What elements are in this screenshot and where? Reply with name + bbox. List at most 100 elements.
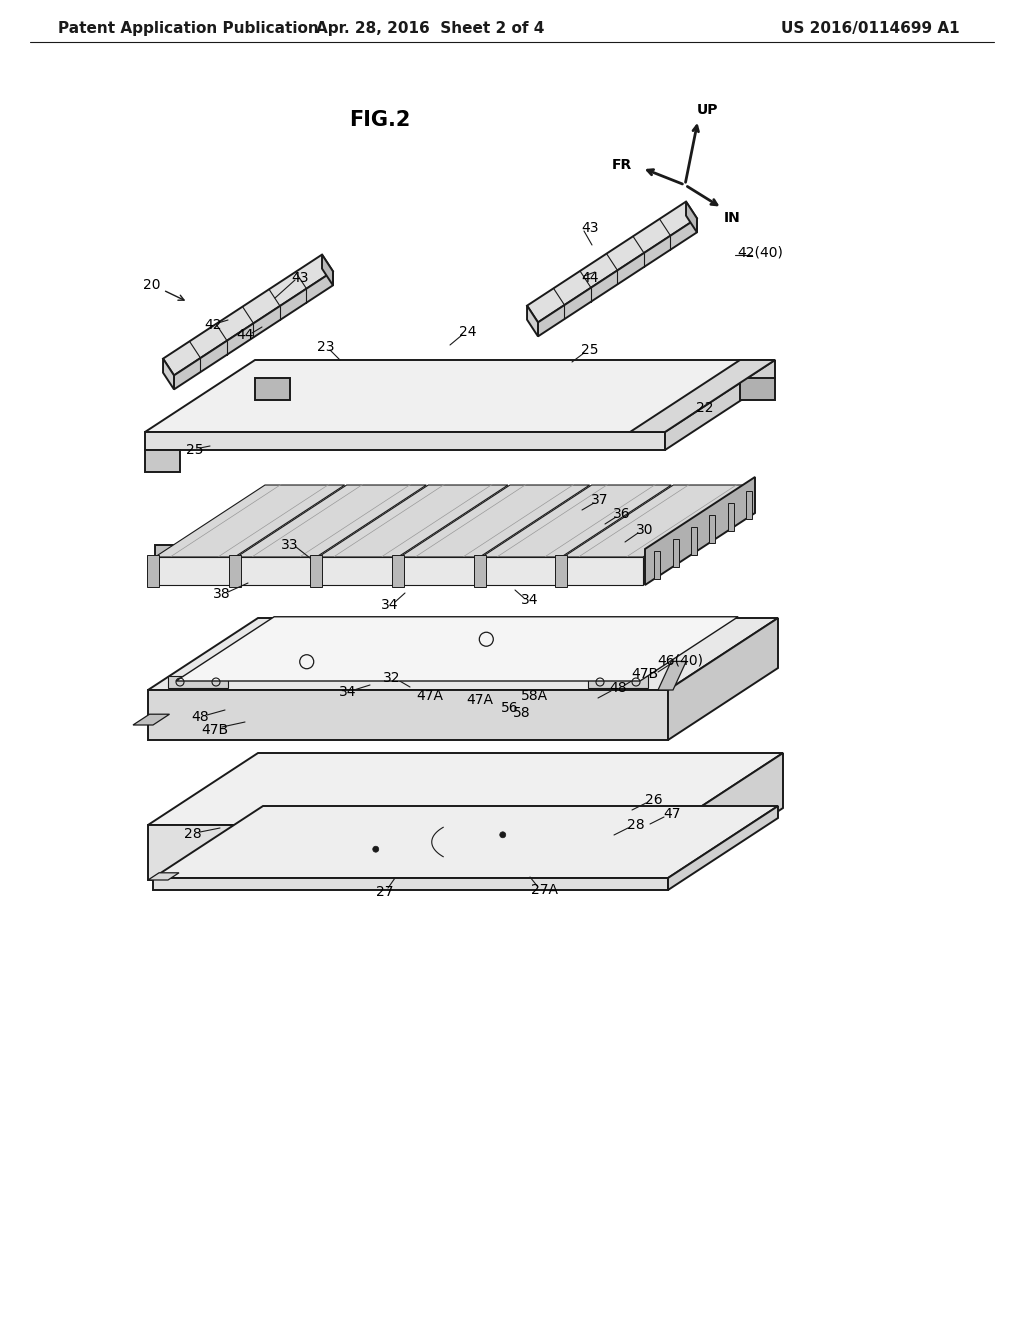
Text: FR: FR <box>612 158 632 172</box>
Polygon shape <box>163 359 174 389</box>
Polygon shape <box>563 557 643 585</box>
Polygon shape <box>392 554 404 587</box>
Text: 42(40): 42(40) <box>737 246 783 259</box>
Text: 28: 28 <box>184 828 202 841</box>
Polygon shape <box>400 557 479 585</box>
Polygon shape <box>400 484 590 557</box>
Text: 47: 47 <box>664 807 681 821</box>
Text: 33: 33 <box>282 539 299 552</box>
Polygon shape <box>148 618 778 690</box>
Polygon shape <box>160 558 217 583</box>
Polygon shape <box>148 873 179 880</box>
Polygon shape <box>148 690 668 741</box>
Polygon shape <box>527 306 538 337</box>
Polygon shape <box>431 640 528 652</box>
Text: 30: 30 <box>636 523 653 537</box>
Text: 27: 27 <box>376 884 394 899</box>
Polygon shape <box>668 807 778 890</box>
Polygon shape <box>322 255 333 285</box>
Polygon shape <box>145 450 180 473</box>
Text: 37: 37 <box>591 492 608 507</box>
Text: 56: 56 <box>501 701 519 715</box>
Text: 47A: 47A <box>417 689 443 704</box>
Polygon shape <box>745 491 752 519</box>
Polygon shape <box>727 503 733 531</box>
Polygon shape <box>145 432 665 450</box>
Text: 44: 44 <box>582 271 599 285</box>
Text: 47A: 47A <box>467 693 494 708</box>
Polygon shape <box>228 554 241 587</box>
Polygon shape <box>630 360 775 432</box>
Text: 38: 38 <box>213 587 230 601</box>
Text: 26: 26 <box>645 793 663 807</box>
Text: FIG.2: FIG.2 <box>349 110 411 129</box>
Text: 25: 25 <box>582 343 599 356</box>
Polygon shape <box>148 752 783 825</box>
Polygon shape <box>588 676 648 688</box>
Polygon shape <box>658 661 686 690</box>
Text: Patent Application Publication: Patent Application Publication <box>58 21 318 36</box>
Polygon shape <box>527 202 697 322</box>
Text: 34: 34 <box>339 685 356 700</box>
Text: 34: 34 <box>381 598 398 612</box>
Text: 20: 20 <box>143 279 161 292</box>
Text: 46(40): 46(40) <box>657 653 703 667</box>
Polygon shape <box>568 558 626 583</box>
Polygon shape <box>563 484 753 557</box>
Polygon shape <box>246 665 343 677</box>
Text: 47B: 47B <box>632 667 658 681</box>
Polygon shape <box>686 202 697 232</box>
Circle shape <box>373 846 379 853</box>
Polygon shape <box>163 255 333 375</box>
Text: 43: 43 <box>582 220 599 235</box>
Text: 22: 22 <box>696 401 714 414</box>
Polygon shape <box>665 360 775 450</box>
Polygon shape <box>318 484 508 557</box>
Polygon shape <box>324 558 381 583</box>
Text: UP: UP <box>697 103 719 117</box>
Polygon shape <box>145 360 775 432</box>
Text: Apr. 28, 2016  Sheet 2 of 4: Apr. 28, 2016 Sheet 2 of 4 <box>315 21 544 36</box>
Text: 47B: 47B <box>202 723 228 737</box>
Polygon shape <box>406 558 462 583</box>
Polygon shape <box>486 558 544 583</box>
Polygon shape <box>691 527 697 554</box>
Text: 44: 44 <box>237 327 254 342</box>
Polygon shape <box>168 676 228 688</box>
Text: 24: 24 <box>459 325 477 339</box>
Polygon shape <box>176 616 738 681</box>
Polygon shape <box>673 752 783 880</box>
Text: 23: 23 <box>317 341 335 354</box>
Text: 36: 36 <box>613 507 631 521</box>
Polygon shape <box>155 557 234 585</box>
Text: 43: 43 <box>291 271 309 285</box>
Text: IN: IN <box>724 211 740 224</box>
Polygon shape <box>242 558 299 583</box>
Polygon shape <box>174 272 333 389</box>
Polygon shape <box>255 378 290 400</box>
Text: 48: 48 <box>191 710 209 723</box>
Text: 34: 34 <box>521 593 539 607</box>
Text: 48: 48 <box>609 681 627 696</box>
Polygon shape <box>153 878 668 890</box>
Text: 58A: 58A <box>520 689 548 704</box>
Text: 25: 25 <box>186 444 204 457</box>
Polygon shape <box>133 714 170 725</box>
Text: 42: 42 <box>204 318 222 333</box>
Polygon shape <box>318 557 398 585</box>
Polygon shape <box>673 539 679 568</box>
Polygon shape <box>310 554 323 587</box>
Polygon shape <box>555 554 567 587</box>
Text: US 2016/0114699 A1: US 2016/0114699 A1 <box>780 21 959 36</box>
Polygon shape <box>237 484 426 557</box>
Text: 58: 58 <box>513 706 530 719</box>
Polygon shape <box>237 557 316 585</box>
Text: 27A: 27A <box>531 883 558 898</box>
Polygon shape <box>155 545 180 585</box>
Polygon shape <box>654 550 660 579</box>
Polygon shape <box>740 378 775 400</box>
Polygon shape <box>481 484 672 557</box>
Text: 28: 28 <box>627 818 645 832</box>
Polygon shape <box>481 557 561 585</box>
Polygon shape <box>538 218 697 337</box>
